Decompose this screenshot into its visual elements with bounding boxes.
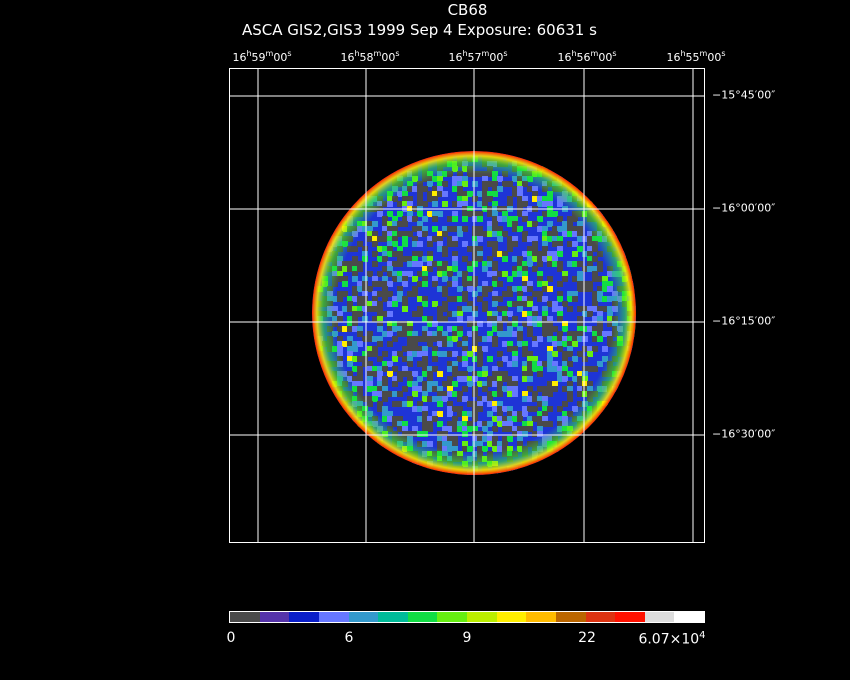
colorbar-swatch: [348, 612, 379, 622]
colorbar-label-max: 6.07×104: [638, 630, 706, 648]
object-title: CB68: [447, 1, 488, 19]
colorbar-label: 0: [226, 630, 236, 646]
colorbar-swatch: [585, 612, 616, 622]
colorbar-swatch: [437, 612, 467, 622]
dec-label: −16°00′00″: [712, 201, 776, 215]
ra-label: 16h56m00s: [557, 49, 617, 64]
colorbar-swatch: [230, 612, 260, 622]
colorbar-swatch: [496, 612, 527, 622]
ra-label: 16h58m00s: [340, 49, 400, 64]
ra-label: 16h55m00s: [666, 49, 726, 64]
colorbar-swatch: [674, 612, 704, 622]
ra-label: 16h57m00s: [448, 49, 508, 64]
colorbar-swatch: [289, 612, 319, 622]
dec-label: −16°30′00″: [712, 427, 776, 441]
ra-label: 16h59m00s: [232, 49, 292, 64]
colorbar-swatch: [259, 612, 290, 622]
colorbar-label: 6: [344, 630, 354, 646]
observation-info: ASCA GIS2,GIS3 1999 Sep 4 Exposure: 6063…: [242, 21, 597, 39]
detector-field: [312, 151, 636, 475]
colorbar-label: 22: [578, 630, 596, 646]
colorbar-swatch: [318, 612, 349, 622]
xray-image: [230, 69, 704, 542]
coordinate-grid: [230, 69, 704, 542]
colorbar-swatch: [555, 612, 586, 622]
colorbar-label: 9: [462, 630, 472, 646]
colorbar: [229, 611, 705, 623]
dec-label: −15°45′00″: [712, 88, 776, 102]
image-frame: [229, 68, 705, 543]
colorbar-swatch: [467, 612, 497, 622]
colorbar-swatch: [407, 612, 438, 622]
colorbar-swatch: [615, 612, 645, 622]
dec-label: −16°15′00″: [712, 314, 776, 328]
colorbar-swatch: [378, 612, 408, 622]
colorbar-swatch: [644, 612, 675, 622]
colorbar-swatch: [526, 612, 556, 622]
